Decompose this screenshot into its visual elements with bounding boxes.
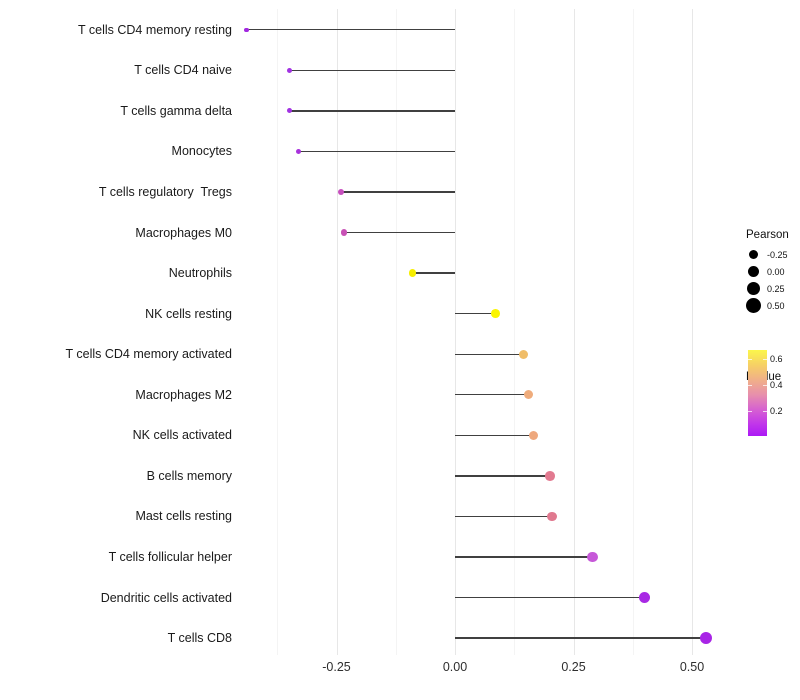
y-axis-label: T cells CD8 (167, 631, 232, 646)
lollipop-stem (289, 110, 455, 112)
lollipop-stem (455, 596, 645, 599)
gridline-major (336, 9, 338, 655)
y-axis-label: Mast cells resting (135, 509, 232, 524)
y-axis-label: T cells gamma delta (120, 103, 232, 118)
pvalue-tick-mark (763, 411, 767, 413)
pearson-legend-dot (745, 298, 761, 313)
pearson-legend-label: 0.00 (767, 266, 785, 277)
lollipop-stem (455, 515, 553, 518)
pearson-legend-title: Pearson (746, 229, 789, 241)
y-axis-label: Dendritic cells activated (100, 590, 232, 605)
y-axis-label: Monocytes (171, 144, 232, 159)
lollipop-dot (244, 27, 249, 33)
y-axis-label: T cells CD4 memory activated (65, 347, 233, 362)
lollipop-stem (289, 69, 455, 72)
pvalue-gradient-bar (748, 350, 767, 436)
y-axis-label: NK cells resting (145, 306, 232, 321)
y-axis-label: B cells memory (146, 468, 232, 483)
lollipop-stem (455, 312, 496, 315)
pvalue-tick-mark (748, 411, 752, 413)
lollipop-stem (455, 434, 534, 436)
pvalue-tick-label: 0.4 (770, 379, 783, 390)
lollipop-dot (286, 108, 292, 114)
lollipop-dot (340, 229, 347, 236)
y-axis-label: T cells CD4 naive (134, 63, 232, 78)
lollipop-stem (341, 191, 455, 193)
lollipop-dot (545, 471, 555, 481)
pearson-legend-label: 0.50 (767, 300, 785, 311)
lollipop-dot (338, 188, 345, 196)
x-axis-tick-label: 0.50 (679, 660, 705, 674)
pvalue-tick-mark (748, 384, 752, 386)
lollipop-dot (523, 390, 534, 400)
pvalue-tick-label: 0.2 (770, 406, 783, 417)
lollipop-dot (700, 631, 713, 645)
gridline-minor (395, 9, 397, 655)
y-axis-label: T cells CD4 memory resting (78, 22, 232, 37)
lollipop-dot (547, 511, 557, 522)
pearson-legend-dot (748, 250, 758, 259)
gridline-minor (514, 9, 516, 655)
lollipop-stem (455, 475, 550, 477)
lollipop-stem (455, 394, 529, 396)
pearson-legend-dot (747, 266, 759, 277)
pvalue-tick-mark (763, 358, 767, 360)
x-axis-tick-label: 0.25 (561, 660, 586, 674)
y-axis-label: T cells regulatory Tregs (98, 185, 232, 199)
lollipop-stem (455, 637, 707, 639)
pearson-legend-label: -0.25 (767, 249, 788, 260)
lollipop-dot (528, 430, 538, 440)
y-axis-label: Neutrophils (168, 266, 232, 281)
lollipop-stem (455, 353, 524, 355)
pvalue-tick-label: 0.6 (770, 353, 783, 364)
lollipop-dot (408, 269, 416, 277)
x-axis-tick-label: -0.25 (322, 660, 351, 674)
lollipop-dot (490, 309, 500, 318)
y-axis-label: Macrophages M0 (135, 225, 232, 240)
gridline-major (573, 9, 575, 655)
pearson-legend-label: 0.25 (767, 283, 785, 294)
gridline-minor (277, 9, 279, 655)
lollipop-dot (295, 148, 302, 155)
y-axis-label: NK cells activated (132, 428, 232, 443)
y-axis-label: T cells follicular helper (108, 549, 232, 564)
gridline-major (455, 9, 456, 655)
x-axis-tick-label: 0.00 (442, 660, 468, 674)
gridline-major (692, 9, 693, 655)
y-axis-label: Macrophages M2 (135, 387, 232, 402)
lollipop-stem (246, 29, 455, 31)
lollipop-stem (455, 556, 593, 558)
pvalue-tick-mark (748, 358, 752, 360)
lollipop-stem (298, 150, 455, 153)
gridline-minor (632, 9, 634, 655)
lollipop-stem (343, 231, 455, 234)
lollipop-dot (587, 551, 598, 563)
lollipop-stem (412, 272, 455, 274)
pearson-legend-dot (746, 282, 760, 295)
lollipop-dot (519, 349, 529, 359)
lollipop-dot (286, 67, 292, 73)
pvalue-tick-mark (763, 384, 767, 386)
lollipop-dot (639, 591, 651, 604)
